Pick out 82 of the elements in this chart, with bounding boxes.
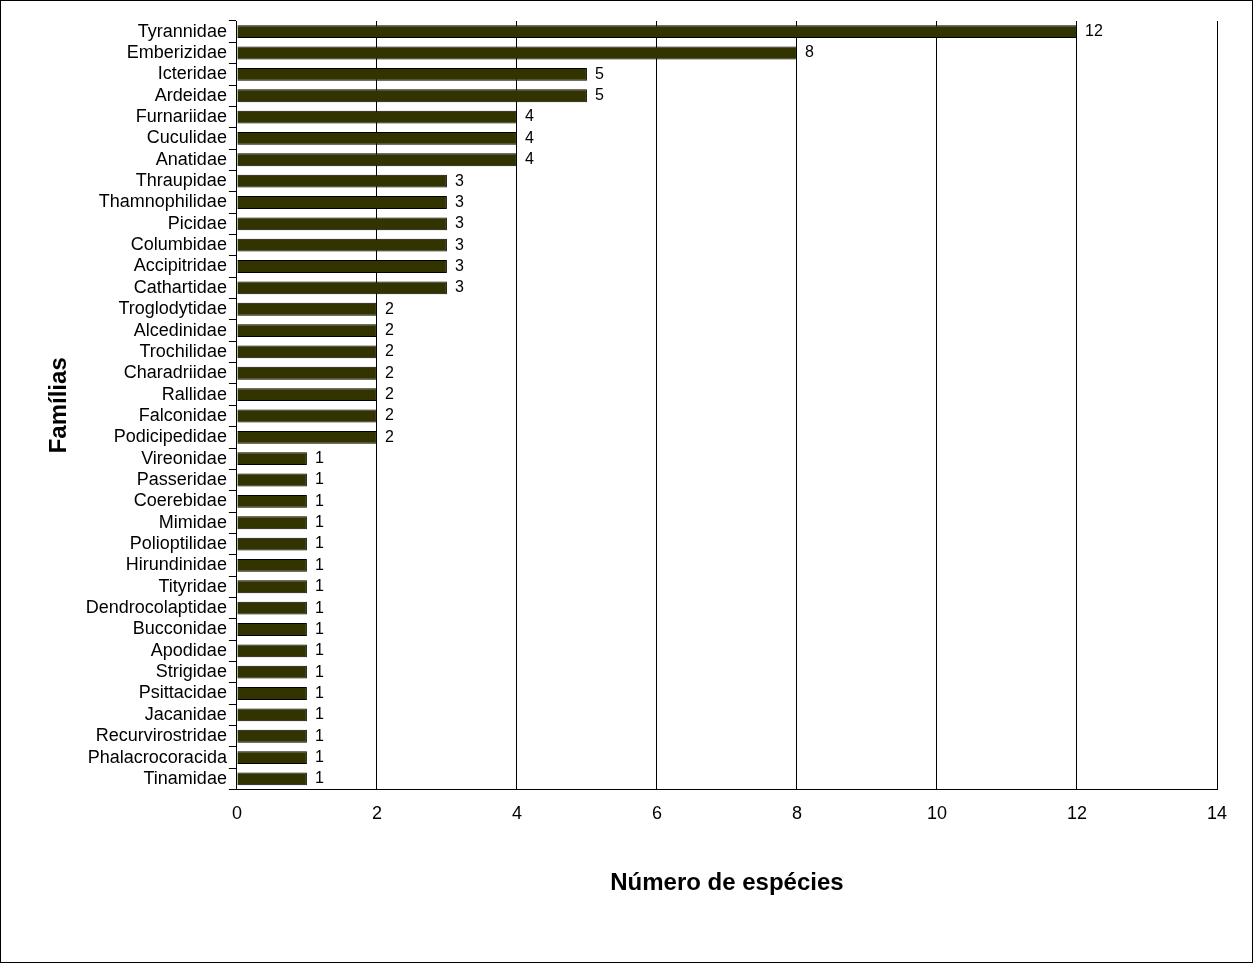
x-tick-label: 12	[1066, 803, 1087, 824]
data-label: 4	[524, 107, 534, 125]
y-tick-label: Passeridae	[136, 468, 227, 489]
data-label: 1	[314, 555, 324, 573]
y-tick-label: Vireonidae	[141, 447, 227, 468]
data-label: 1	[314, 662, 324, 680]
y-tick-label: Recurvirostridae	[95, 725, 227, 746]
data-label: 2	[384, 427, 394, 445]
y-tick-label: Mimidae	[158, 511, 227, 532]
data-label: 1	[314, 705, 324, 723]
y-tick-label: Thraupidae	[135, 170, 227, 191]
y-tick-label: Tityridae	[158, 575, 227, 596]
data-label: 3	[454, 278, 464, 296]
y-tick-label: Ardeidae	[154, 84, 227, 105]
y-tick-label: Charadriidae	[123, 362, 227, 383]
y-tick-label: Coerebidae	[133, 490, 227, 511]
y-tick-label: Jacanidae	[144, 703, 227, 724]
data-label: 2	[384, 406, 394, 424]
data-label: 1	[314, 641, 324, 659]
x-tick-label: 6	[651, 803, 662, 824]
y-tick-label: Phalacrocoracida	[87, 746, 228, 767]
y-tick-label: Apodidae	[150, 639, 227, 660]
data-label: 1	[314, 598, 324, 616]
data-label: 4	[524, 150, 534, 168]
data-label: 2	[384, 363, 394, 381]
data-label: 1	[314, 619, 324, 637]
data-label: 1	[314, 577, 324, 595]
x-tick-label: 2	[371, 803, 382, 824]
data-label: 2	[384, 320, 394, 338]
y-tick-label: Icteridae	[157, 63, 227, 84]
data-label: 3	[454, 171, 464, 189]
y-tick-label: Cathartidae	[133, 276, 227, 297]
data-label: 1	[314, 449, 324, 467]
data-label: 1	[314, 769, 324, 787]
data-label: 1	[314, 534, 324, 552]
data-label: 1	[314, 726, 324, 744]
y-tick-label: Tinamidae	[143, 767, 227, 788]
data-label: 1	[314, 470, 324, 488]
y-tick-label: Anatidae	[155, 148, 227, 169]
y-tick-label: Tyrannidae	[137, 20, 227, 41]
data-label: 3	[454, 235, 464, 253]
y-tick-label: Alcedinidae	[133, 319, 227, 340]
data-label: 1	[314, 747, 324, 765]
y-tick-label: Emberizidae	[126, 41, 227, 62]
data-label: 4	[524, 128, 534, 146]
y-tick-label: Thamnophilidae	[98, 191, 227, 212]
y-tick-label: Cuculidae	[146, 127, 227, 148]
y-tick-label: Rallidae	[161, 383, 227, 404]
data-label: 3	[454, 192, 464, 210]
y-tick-label: Columbidae	[130, 234, 227, 255]
y-tick-label: Strigidae	[155, 661, 227, 682]
data-label: 8	[804, 43, 814, 61]
y-tick-label: Accipitridae	[133, 255, 227, 276]
y-tick-label: Troglodytidae	[118, 298, 227, 319]
x-axis-title: Número de espécies	[610, 868, 844, 896]
data-label: 1	[314, 491, 324, 509]
x-tick-label: 0	[231, 803, 242, 824]
y-tick-label: Dendrocolaptidae	[85, 597, 227, 618]
x-tick-label: 10	[926, 803, 947, 824]
data-label: 3	[454, 214, 464, 232]
y-tick-label: Hirundinidae	[125, 554, 227, 575]
y-tick-label: Psittacidae	[138, 682, 227, 703]
data-label: 2	[384, 299, 394, 317]
data-label: 5	[594, 86, 604, 104]
data-label: 2	[384, 342, 394, 360]
x-tick-label: 4	[511, 803, 522, 824]
y-tick-label: Polioptilidae	[129, 533, 227, 554]
data-label: 5	[594, 64, 604, 82]
y-tick-label: Bucconidae	[132, 618, 227, 639]
data-label: 12	[1084, 22, 1103, 40]
x-tick-label: 14	[1206, 803, 1228, 824]
y-tick-label: Falconidae	[138, 404, 227, 425]
y-tick-label: Furnariidae	[135, 106, 227, 127]
data-label: 1	[314, 513, 324, 531]
y-tick-label: Trochilidae	[139, 340, 227, 361]
data-label: 1	[314, 683, 324, 701]
y-tick-label: Podicipedidae	[113, 426, 227, 447]
data-label: 3	[454, 256, 464, 274]
y-tick-label: Picidae	[167, 212, 227, 233]
y-axis-title: Famílias	[44, 357, 72, 454]
data-label: 2	[384, 385, 394, 403]
x-tick-label: 8	[791, 803, 802, 824]
